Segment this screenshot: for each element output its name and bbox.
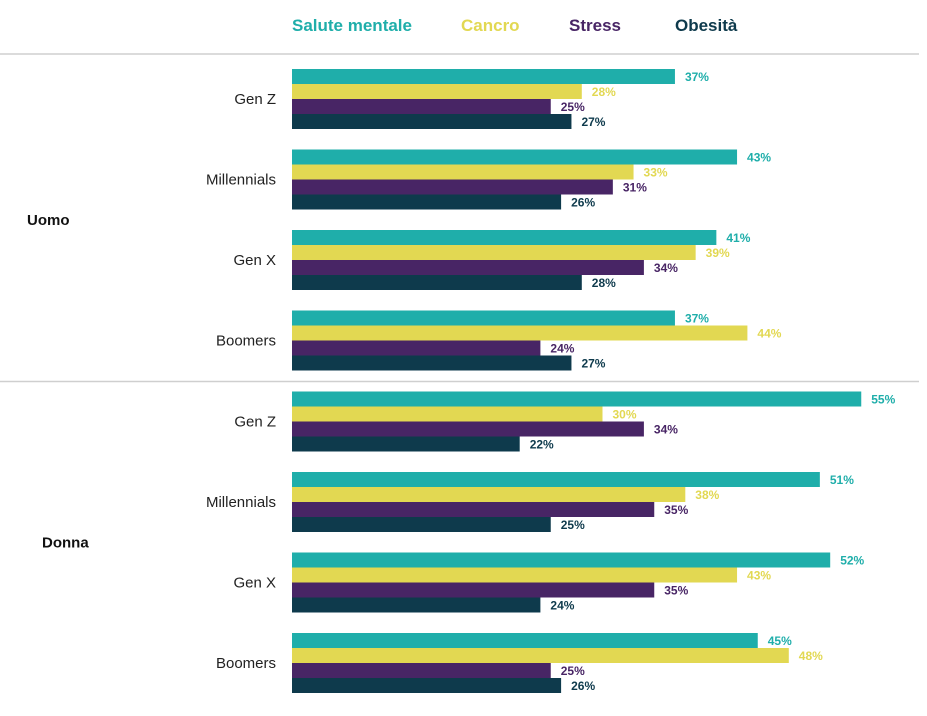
data-label: 45%	[768, 634, 792, 648]
bar-salute-mentale	[292, 472, 820, 487]
bar-stress	[292, 421, 644, 437]
bar-stress	[292, 99, 551, 114]
bar-salute-mentale	[292, 310, 675, 326]
data-label: 31%	[623, 181, 647, 195]
bar-obesit-	[292, 275, 582, 290]
data-label: 25%	[561, 100, 585, 114]
data-label: 27%	[581, 115, 605, 129]
data-label: 26%	[571, 679, 595, 693]
data-label: 33%	[644, 166, 668, 180]
bar-stress	[292, 502, 655, 517]
bar-obesit-	[292, 517, 551, 532]
data-label: 26%	[571, 196, 595, 210]
bar-cancro	[292, 567, 738, 583]
data-label: 39%	[706, 246, 730, 260]
bar-obesit-	[292, 114, 572, 129]
bar-obesit-	[292, 355, 572, 371]
data-label: 22%	[530, 438, 554, 452]
category-label: Gen Z	[234, 91, 276, 108]
data-label: 25%	[561, 664, 585, 678]
category-label: Millennials	[206, 172, 276, 189]
bar-stress	[292, 260, 644, 275]
category-label: Gen X	[233, 252, 276, 269]
bar-salute-mentale	[292, 633, 758, 648]
data-label: 38%	[695, 488, 719, 502]
bar-obesit-	[292, 194, 562, 210]
data-label: 25%	[561, 518, 585, 532]
bar-cancro	[292, 164, 634, 180]
bar-cancro	[292, 325, 748, 341]
bar-salute-mentale	[292, 552, 831, 568]
bar-obesit-	[292, 678, 562, 693]
bar-obesit-	[292, 436, 520, 452]
bar-salute-mentale	[292, 391, 862, 407]
data-label: 28%	[592, 85, 616, 99]
legend-item-obesit-: Obesità	[675, 16, 738, 35]
bar-cancro	[292, 487, 686, 502]
bar-cancro	[292, 245, 696, 260]
data-label: 43%	[747, 151, 771, 165]
data-label: 41%	[726, 231, 750, 245]
bar-cancro	[292, 84, 582, 99]
category-label: Gen X	[233, 575, 276, 592]
legend-item-cancro: Cancro	[461, 16, 520, 35]
bar-salute-mentale	[292, 149, 738, 165]
data-label: 24%	[550, 599, 574, 613]
bar-stress	[292, 340, 541, 356]
bar-stress	[292, 582, 655, 598]
data-label: 34%	[654, 261, 678, 275]
category-label: Boomers	[216, 333, 276, 350]
data-label: 37%	[685, 312, 709, 326]
bar-stress	[292, 663, 551, 678]
category-label: Gen Z	[234, 414, 276, 431]
bar-salute-mentale	[292, 69, 675, 84]
data-label: 48%	[799, 649, 823, 663]
group-label: Donna	[42, 534, 89, 551]
data-label: 43%	[747, 569, 771, 583]
data-label: 35%	[664, 584, 688, 598]
data-label: 52%	[840, 554, 864, 568]
data-label: 24%	[550, 342, 574, 356]
bar-salute-mentale	[292, 230, 717, 245]
group-label: Uomo	[27, 212, 70, 229]
data-label: 44%	[757, 327, 781, 341]
bar-obesit-	[292, 597, 541, 613]
bar-cancro	[292, 648, 789, 663]
data-label: 27%	[581, 357, 605, 371]
data-label: 37%	[685, 70, 709, 84]
data-label: 35%	[664, 503, 688, 517]
category-label: Millennials	[206, 494, 276, 511]
data-label: 55%	[871, 393, 895, 407]
bar-stress	[292, 179, 613, 195]
data-label: 51%	[830, 473, 854, 487]
category-label: Boomers	[216, 655, 276, 672]
legend-item-stress: Stress	[569, 16, 621, 35]
data-label: 28%	[592, 276, 616, 290]
data-label: 30%	[613, 408, 637, 422]
data-label: 34%	[654, 423, 678, 437]
bar-cancro	[292, 406, 603, 422]
legend-item-salute-mentale: Salute mentale	[292, 16, 412, 35]
